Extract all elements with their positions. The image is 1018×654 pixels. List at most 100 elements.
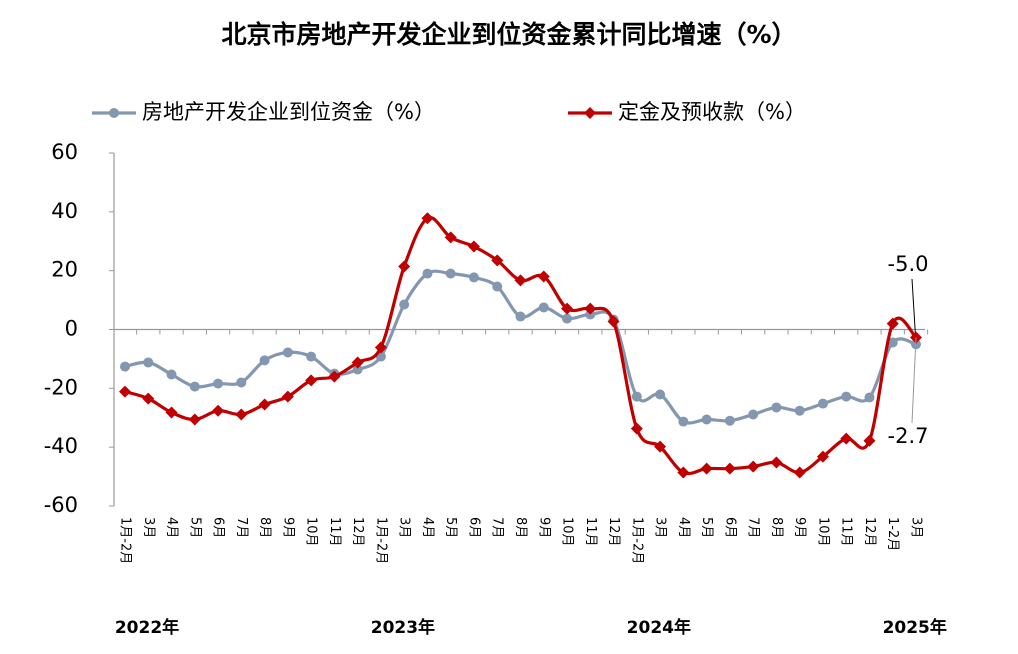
marker <box>863 434 876 447</box>
y-tick-label: 40 <box>51 199 78 223</box>
marker <box>236 377 247 388</box>
x-tick-label: 9月 <box>536 517 551 538</box>
x-tick-label: 1月-2月 <box>629 517 644 564</box>
x-tick-label: 5月 <box>699 517 714 538</box>
year-label: 2023年 <box>371 617 435 638</box>
marker <box>748 409 759 420</box>
marker <box>235 408 248 421</box>
data-label: -5.0 <box>888 252 929 276</box>
marker <box>886 317 899 330</box>
series-line <box>124 269 917 425</box>
marker <box>212 404 225 417</box>
x-tick-label: 12月 <box>862 517 877 547</box>
marker <box>887 337 898 348</box>
series-line <box>124 215 918 476</box>
marker <box>817 398 828 409</box>
marker <box>352 364 363 375</box>
year-label: 2022年 <box>115 617 179 638</box>
marker <box>793 466 806 479</box>
x-tick-label: 10月 <box>815 517 830 547</box>
x-tick-label: 3月 <box>653 517 668 538</box>
marker <box>189 381 200 392</box>
marker <box>864 392 875 403</box>
marker <box>654 440 667 453</box>
x-tick-label: 3月 <box>141 517 156 538</box>
marker <box>537 270 550 283</box>
y-tick-label: -60 <box>44 493 78 517</box>
x-tick-label: 9月 <box>280 517 295 538</box>
marker <box>723 462 736 475</box>
y-tick-label: 60 <box>51 140 78 164</box>
marker <box>538 302 549 313</box>
marker <box>771 402 782 413</box>
x-tick-label: 4月 <box>676 517 691 538</box>
y-tick-label: 20 <box>51 258 78 282</box>
marker <box>188 413 201 426</box>
x-tick-label: 11月 <box>327 517 342 547</box>
x-tick-label: 4月 <box>164 517 179 538</box>
marker <box>561 302 574 315</box>
x-tick-label: 6月 <box>211 517 226 538</box>
x-tick-label: 3月 <box>909 517 924 538</box>
marker <box>213 378 224 389</box>
marker <box>119 385 131 398</box>
marker <box>120 361 130 372</box>
marker <box>445 268 456 279</box>
marker <box>724 415 735 426</box>
data-label: -2.7 <box>888 424 929 448</box>
marker <box>306 351 317 362</box>
x-tick-label: 1-2月 <box>885 517 900 551</box>
marker <box>770 456 783 469</box>
x-tick-label: 9月 <box>792 517 807 538</box>
x-tick-label: 10月 <box>304 517 319 547</box>
marker <box>258 398 271 411</box>
x-tick-label: 12月 <box>350 517 365 547</box>
x-tick-label: 8月 <box>513 517 528 538</box>
marker <box>816 450 829 463</box>
x-tick-label: 6月 <box>722 517 737 538</box>
marker <box>492 281 503 292</box>
marker <box>143 357 154 368</box>
marker <box>422 268 433 279</box>
marker <box>655 389 666 400</box>
x-tick-label: 1月-2月 <box>118 517 133 564</box>
x-tick-label: 6月 <box>466 517 481 538</box>
marker <box>468 272 479 283</box>
marker <box>840 432 853 445</box>
marker <box>444 231 457 244</box>
marker <box>701 414 712 425</box>
y-tick-label: 0 <box>65 317 78 341</box>
marker <box>514 274 527 287</box>
marker <box>700 462 713 475</box>
marker <box>584 107 596 119</box>
marker <box>399 299 410 310</box>
x-tick-label: 11月 <box>583 517 598 547</box>
marker <box>841 391 852 402</box>
marker <box>562 313 573 324</box>
x-tick-label: 7月 <box>746 517 761 538</box>
chart-title: 北京市房地产开发企业到位资金累计同比增速（%） <box>221 20 796 49</box>
marker <box>142 392 155 405</box>
x-tick-label: 7月 <box>490 517 505 538</box>
marker <box>305 374 318 387</box>
marker <box>374 341 387 354</box>
x-tick-label: 4月 <box>420 517 435 538</box>
x-tick-label: 8月 <box>257 517 272 538</box>
marker <box>281 390 294 403</box>
marker <box>630 422 643 435</box>
marker <box>677 466 690 479</box>
x-tick-label: 12月 <box>606 517 621 547</box>
marker <box>165 406 178 419</box>
marker <box>467 240 480 253</box>
marker <box>166 369 177 380</box>
legend-label: 定金及预收款（%） <box>618 100 806 124</box>
marker <box>515 311 526 322</box>
marker <box>584 302 597 315</box>
x-tick-label: 7月 <box>234 517 249 538</box>
x-tick-label: 5月 <box>187 517 202 538</box>
label-leader <box>911 337 917 424</box>
x-tick-label: 5月 <box>443 517 458 538</box>
marker <box>259 355 270 366</box>
x-tick-label: 11月 <box>839 517 854 547</box>
marker <box>607 315 620 328</box>
